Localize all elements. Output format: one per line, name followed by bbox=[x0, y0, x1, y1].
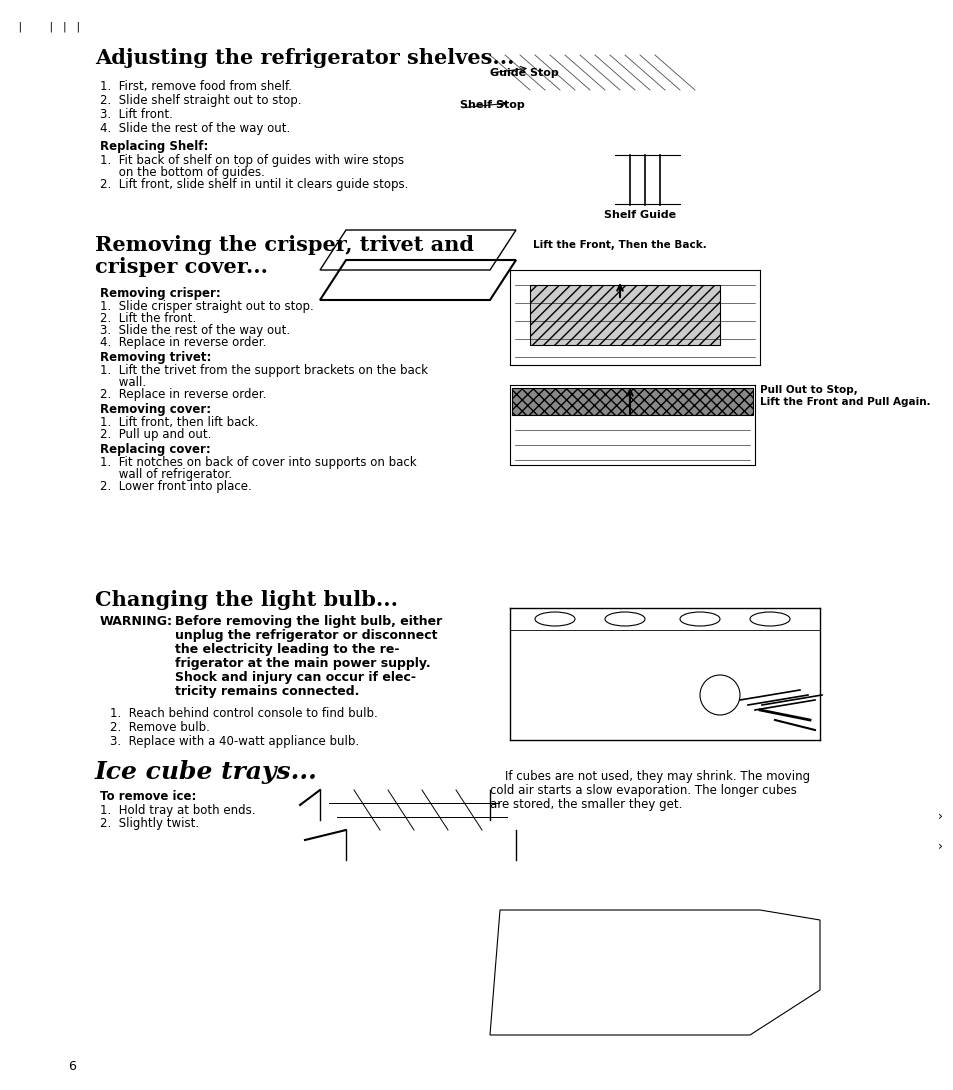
Polygon shape bbox=[512, 388, 752, 415]
Text: 6: 6 bbox=[68, 1059, 76, 1073]
Text: wall of refrigerator.: wall of refrigerator. bbox=[100, 468, 232, 481]
Text: 2.  Slide shelf straight out to stop.: 2. Slide shelf straight out to stop. bbox=[100, 94, 301, 107]
Text: 2.  Lift the front.: 2. Lift the front. bbox=[100, 312, 196, 325]
Text: 1.  Fit back of shelf on top of guides with wire stops: 1. Fit back of shelf on top of guides wi… bbox=[100, 154, 404, 167]
Text: 1.  Slide crisper straight out to stop.: 1. Slide crisper straight out to stop. bbox=[100, 300, 314, 313]
Text: Lift the Front and Pull Again.: Lift the Front and Pull Again. bbox=[760, 397, 929, 407]
Text: tricity remains connected.: tricity remains connected. bbox=[174, 685, 359, 698]
Text: on the bottom of guides.: on the bottom of guides. bbox=[100, 166, 265, 179]
Text: Shelf Stop: Shelf Stop bbox=[459, 100, 524, 110]
Text: Lift the Front, Then the Back.: Lift the Front, Then the Back. bbox=[533, 240, 706, 250]
Text: | | |: | | | bbox=[48, 22, 82, 33]
Text: Changing the light bulb...: Changing the light bulb... bbox=[95, 590, 397, 610]
Text: 2.  Remove bulb.: 2. Remove bulb. bbox=[110, 720, 210, 734]
Text: Removing the crisper, trivet and: Removing the crisper, trivet and bbox=[95, 235, 474, 255]
Text: crisper cover...: crisper cover... bbox=[95, 257, 268, 277]
Text: 3.  Replace with a 40-watt appliance bulb.: 3. Replace with a 40-watt appliance bulb… bbox=[110, 735, 358, 748]
Text: wall.: wall. bbox=[100, 376, 146, 389]
Text: Guide Stop: Guide Stop bbox=[490, 68, 558, 78]
Text: Removing crisper:: Removing crisper: bbox=[100, 287, 220, 300]
Text: 2.  Pull up and out.: 2. Pull up and out. bbox=[100, 428, 212, 441]
Text: 1.  Fit notches on back of cover into supports on back: 1. Fit notches on back of cover into sup… bbox=[100, 456, 416, 469]
Text: 3.  Slide the rest of the way out.: 3. Slide the rest of the way out. bbox=[100, 324, 290, 337]
Text: To remove ice:: To remove ice: bbox=[100, 790, 196, 803]
Text: 1.  Lift front, then lift back.: 1. Lift front, then lift back. bbox=[100, 416, 258, 429]
Text: Shelf Guide: Shelf Guide bbox=[603, 210, 676, 220]
Text: Removing trivet:: Removing trivet: bbox=[100, 351, 212, 364]
Text: |: | bbox=[16, 22, 24, 33]
Text: 1.  Lift the trivet from the support brackets on the back: 1. Lift the trivet from the support brac… bbox=[100, 364, 428, 377]
Text: are stored, the smaller they get.: are stored, the smaller they get. bbox=[490, 798, 681, 811]
Text: Replacing Shelf:: Replacing Shelf: bbox=[100, 140, 208, 153]
Text: Shock and injury can occur if elec-: Shock and injury can occur if elec- bbox=[174, 671, 416, 685]
Text: 2.  Replace in reverse order.: 2. Replace in reverse order. bbox=[100, 388, 266, 401]
Text: 3.  Lift front.: 3. Lift front. bbox=[100, 108, 172, 121]
Text: 2.  Lift front, slide shelf in until it clears guide stops.: 2. Lift front, slide shelf in until it c… bbox=[100, 178, 408, 191]
Text: 1.  Reach behind control console to find bulb.: 1. Reach behind control console to find … bbox=[110, 707, 377, 720]
Text: 4.  Replace in reverse order.: 4. Replace in reverse order. bbox=[100, 336, 266, 349]
Text: ›: › bbox=[937, 840, 942, 853]
Text: Adjusting the refrigerator shelves...: Adjusting the refrigerator shelves... bbox=[95, 48, 514, 68]
Text: 2.  Lower front into place.: 2. Lower front into place. bbox=[100, 480, 252, 493]
Text: 1.  Hold tray at both ends.: 1. Hold tray at both ends. bbox=[100, 804, 255, 818]
Text: 4.  Slide the rest of the way out.: 4. Slide the rest of the way out. bbox=[100, 122, 290, 135]
Text: cold air starts a slow evaporation. The longer cubes: cold air starts a slow evaporation. The … bbox=[490, 784, 796, 797]
Text: WARNING:: WARNING: bbox=[100, 615, 172, 628]
Text: ›: › bbox=[937, 810, 942, 823]
Polygon shape bbox=[530, 284, 720, 346]
Text: Ice cube trays...: Ice cube trays... bbox=[95, 760, 317, 784]
Text: Replacing cover:: Replacing cover: bbox=[100, 443, 211, 456]
Text: Before removing the light bulb, either: Before removing the light bulb, either bbox=[174, 615, 442, 628]
Text: If cubes are not used, they may shrink. The moving: If cubes are not used, they may shrink. … bbox=[490, 770, 809, 783]
Text: 1.  First, remove food from shelf.: 1. First, remove food from shelf. bbox=[100, 80, 292, 93]
Text: frigerator at the main power supply.: frigerator at the main power supply. bbox=[174, 657, 430, 670]
Text: 2.  Slightly twist.: 2. Slightly twist. bbox=[100, 818, 199, 829]
Text: Removing cover:: Removing cover: bbox=[100, 403, 211, 416]
Text: Pull Out to Stop,: Pull Out to Stop, bbox=[760, 385, 857, 395]
Text: unplug the refrigerator or disconnect: unplug the refrigerator or disconnect bbox=[174, 629, 437, 642]
Text: the electricity leading to the re-: the electricity leading to the re- bbox=[174, 643, 399, 656]
